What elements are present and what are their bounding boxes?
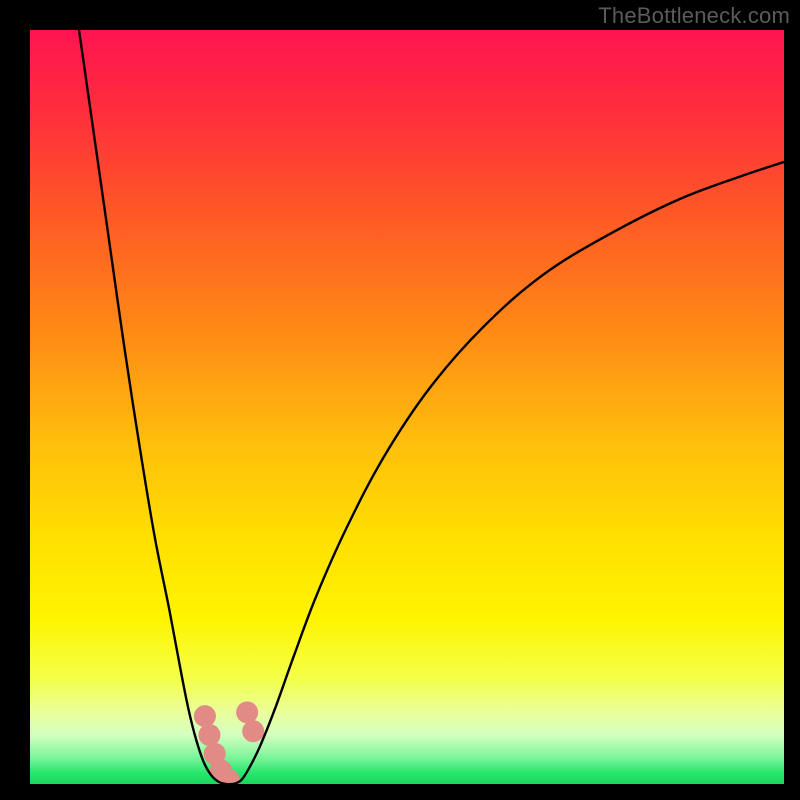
marker-dot <box>194 705 216 727</box>
chart-svg <box>30 30 784 784</box>
marker-dot <box>242 720 264 742</box>
watermark-text: TheBottleneck.com <box>598 3 790 29</box>
marker-dot <box>198 724 220 746</box>
curve-right <box>234 162 784 784</box>
plot-area <box>30 30 784 784</box>
curve-left <box>79 30 234 784</box>
marker-layer <box>194 701 264 784</box>
marker-dot <box>236 701 258 723</box>
